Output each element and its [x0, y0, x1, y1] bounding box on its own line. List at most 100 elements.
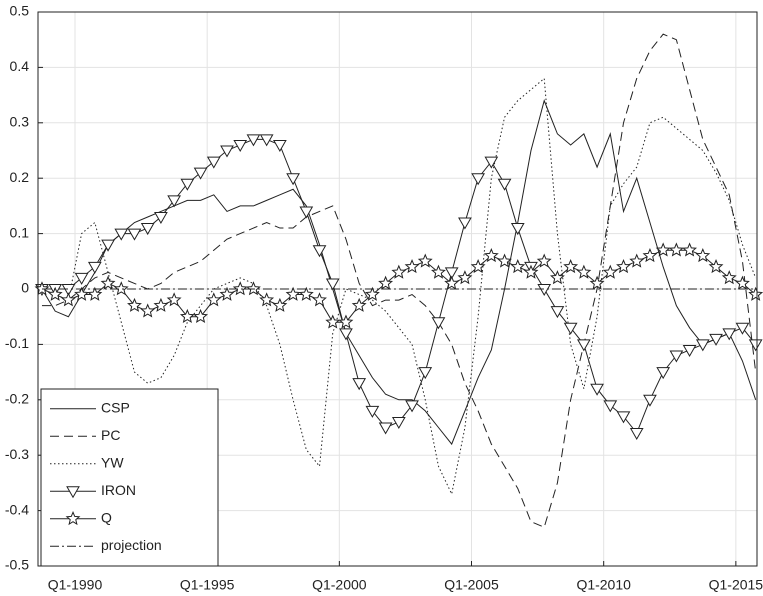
series-marker [655, 242, 671, 257]
series-marker [339, 328, 353, 341]
y-tick-label: 0.1 [10, 224, 30, 240]
series-marker [668, 242, 684, 257]
y-tick-label: -0.4 [5, 501, 29, 517]
series-marker [510, 259, 526, 274]
series-marker [114, 228, 129, 241]
series-marker [378, 422, 393, 435]
series-marker [193, 308, 208, 324]
series-marker [34, 281, 50, 296]
series-marker [470, 259, 486, 274]
series-marker [87, 286, 103, 301]
legend-label: projection [101, 537, 162, 553]
series-line [41, 77, 757, 496]
series-marker [405, 400, 419, 413]
series-marker [179, 308, 195, 324]
series-line [41, 33, 757, 528]
series-marker [312, 245, 327, 258]
series-marker [60, 292, 76, 307]
series-marker [127, 228, 142, 241]
series-marker [563, 259, 579, 274]
series-marker [735, 322, 750, 335]
y-tick-label: 0.2 [10, 169, 30, 185]
series-marker [167, 195, 181, 208]
series-marker [536, 253, 552, 268]
series-marker [523, 264, 539, 279]
series-marker [589, 275, 605, 290]
series-marker [431, 264, 446, 279]
series-marker [483, 247, 499, 263]
series-marker [444, 267, 459, 280]
y-tick-label: -0.3 [5, 446, 29, 462]
series-marker [722, 328, 737, 341]
series-marker [352, 378, 367, 391]
series-marker [206, 292, 222, 307]
series-marker [550, 306, 565, 319]
series-marker [61, 284, 76, 297]
series-marker [404, 259, 420, 274]
series-marker [735, 275, 750, 290]
legend-label: IRON [101, 482, 136, 498]
series-marker [47, 286, 63, 301]
series-marker [140, 303, 156, 318]
x-tick-label: Q1-2015 [709, 577, 763, 593]
series-marker [299, 206, 314, 219]
legend-marker [65, 510, 81, 526]
series-marker [748, 286, 763, 301]
series-marker [113, 281, 129, 296]
x-tick-label: Q1-2000 [312, 577, 367, 593]
series-marker [101, 239, 115, 252]
series-marker [616, 259, 631, 274]
series-marker [748, 339, 763, 352]
legend-label: YW [101, 454, 124, 470]
series-marker [497, 253, 512, 268]
series-marker [378, 275, 394, 290]
series-marker [603, 400, 618, 413]
series-marker [127, 297, 142, 312]
y-tick-label: 0 [21, 280, 29, 296]
series-marker [563, 322, 578, 335]
series-marker [484, 156, 499, 169]
series-marker [643, 394, 657, 407]
series-marker [629, 428, 644, 441]
series-marker [418, 367, 433, 380]
y-tick-label: 0.5 [10, 3, 30, 19]
series-marker [602, 264, 618, 279]
legend-label: Q [101, 509, 112, 525]
series-marker [74, 286, 90, 301]
x-tick-label: Q1-1995 [180, 577, 235, 593]
series-marker [642, 247, 658, 263]
series-marker [325, 278, 340, 291]
series-marker [153, 297, 169, 312]
series-marker [219, 286, 235, 301]
series-marker [590, 383, 604, 396]
series-marker [87, 261, 102, 274]
series-marker [669, 350, 684, 363]
series-marker [259, 292, 275, 307]
x-tick-label: Q1-1990 [48, 577, 103, 593]
plot-frame [37, 11, 758, 567]
y-tick-label: -0.2 [5, 391, 29, 407]
series-marker [232, 281, 248, 296]
series-marker [154, 211, 168, 224]
y-tick-label: 0.4 [10, 58, 30, 74]
series-marker [220, 145, 234, 158]
series-line [41, 99, 757, 446]
series-marker [682, 344, 697, 357]
series-marker [431, 317, 446, 330]
series-marker [695, 339, 710, 352]
series-marker [100, 275, 116, 290]
series-marker [391, 416, 406, 429]
series-layer [34, 33, 763, 528]
series-marker [708, 259, 724, 274]
legend-label: PC [101, 427, 120, 443]
series-marker [351, 297, 367, 312]
series-marker [74, 272, 89, 285]
series-marker [312, 292, 327, 307]
y-tick-label: 0.3 [10, 114, 30, 130]
series-marker [656, 367, 671, 380]
series-marker [325, 314, 341, 329]
legend-box [40, 388, 219, 567]
legend-marker [66, 486, 80, 499]
series-marker [497, 178, 512, 191]
